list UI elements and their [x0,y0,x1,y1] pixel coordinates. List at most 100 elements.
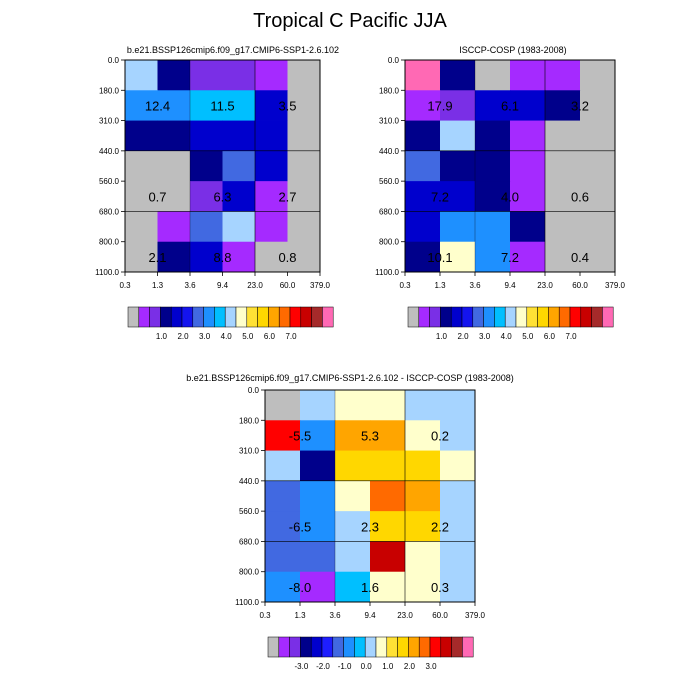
x-tick-label: 3.6 [184,281,196,290]
colorbar-box [311,306,323,328]
colorbar-label: 7.0 [565,332,577,341]
panel-1-title: b.e21.BSSP126cmip6.f09_g17.CMIP6-SSP1-2.… [126,45,340,55]
colorbar-box [289,636,301,658]
heatmap-cell [440,90,476,121]
heatmap-cell [475,241,511,273]
colorbar-box [267,636,280,658]
y-tick-label: 440.0 [99,147,120,156]
colorbar-box [386,636,398,658]
colorbar-box [192,306,204,328]
colorbar-box [494,306,506,328]
heatmap-cell [510,211,546,243]
colorbar-label: 1.0 [156,332,168,341]
colorbar-box [504,306,517,328]
heatmap-cell [440,511,476,542]
colorbar-box [418,306,430,328]
heatmap-cell [190,60,223,91]
heatmap-cell [335,541,371,573]
colorbar-label: 1.0 [436,332,448,341]
colorbar-box [246,306,258,328]
heatmap-cell [335,571,371,603]
heatmap-cell [545,181,581,212]
heatmap-cell [405,390,441,421]
heatmap-cell [300,450,336,482]
heatmap-cell [370,480,406,512]
colorbar-box [354,636,366,658]
figure-title: Tropical C Pacific JJA [253,10,447,32]
heatmap-cell [300,571,336,603]
y-tick-label: 680.0 [239,537,260,546]
colorbar-label: 1.0 [382,662,394,671]
colorbar-box [429,636,442,658]
cell-value-label: 5.3 [361,428,379,443]
heatmap-cell [440,60,476,91]
y-tick-label: 440.0 [379,147,400,156]
y-tick-label: 1100.0 [95,268,119,277]
heatmap-cell [510,120,546,152]
x-tick-label: 60.0 [280,281,296,290]
heatmap-cell [255,181,288,212]
colorbar-box [407,306,420,328]
x-tick-label: 9.4 [504,281,516,290]
colorbar-box [429,306,441,328]
colorbar-box [569,306,582,328]
colorbar-label: 3.0 [479,332,491,341]
heatmap-cell [287,181,321,212]
cell-value-label: -5.5 [289,428,311,443]
cell-value-label: 7.2 [501,250,519,265]
y-tick-label: 680.0 [379,207,400,216]
colorbar-box [526,306,538,328]
heatmap-cell [265,420,301,451]
cell-value-label: 0.4 [571,250,589,265]
heatmap-cell [440,181,476,212]
colorbar-box [451,636,463,658]
heatmap-cell [405,150,441,182]
x-tick-label: 1.3 [294,611,306,620]
colorbar-label: 3.0 [199,332,211,341]
heatmap-cell [157,120,191,152]
colorbar-box [515,306,528,328]
heatmap-cell [222,241,256,273]
cell-value-label: 3.2 [571,98,589,113]
colorbar-box [268,306,280,328]
colorbar-label: -1.0 [338,662,352,671]
heatmap-cell [510,60,546,91]
heatmap-cell [475,120,511,152]
colorbar-box [591,306,603,328]
x-tick-label: 379.0 [605,281,626,290]
heatmap-cell [580,211,616,243]
y-tick-label: 0.0 [388,56,400,65]
y-tick-label: 800.0 [239,568,260,577]
heatmap-cell [265,480,301,512]
colorbar-box [278,636,290,658]
heatmap-cell [335,390,371,421]
x-tick-label: 23.0 [397,611,413,620]
heatmap-cell [545,90,581,121]
colorbar-box [472,306,484,328]
heatmap-cell [405,120,441,152]
colorbar-box [343,636,355,658]
cell-value-label: 10.1 [427,250,452,265]
colorbar-label: 4.0 [221,332,233,341]
heatmap-cell [300,390,336,421]
heatmap-cell [370,541,406,573]
colorbar-label: 2.0 [177,332,189,341]
cell-value-label: 11.5 [210,98,234,113]
colorbar-box [483,306,495,328]
heatmap-cell [405,571,441,603]
heatmap-cell [440,480,476,512]
heatmap-cell [287,120,321,152]
heatmap-cell [190,120,223,152]
y-tick-label: 1100.0 [235,598,259,607]
y-tick-label: 0.0 [108,56,120,65]
colorbar-label: -2.0 [316,662,330,671]
cell-value-label: 3.5 [278,98,296,113]
colorbar-box [461,306,474,328]
heatmap-cell [157,181,191,212]
heatmap-cell [287,60,321,91]
colorbar-box [289,306,302,328]
heatmap-cell [440,211,476,243]
cell-value-label: 2.2 [431,519,449,534]
colorbar-label: 2.0 [457,332,469,341]
